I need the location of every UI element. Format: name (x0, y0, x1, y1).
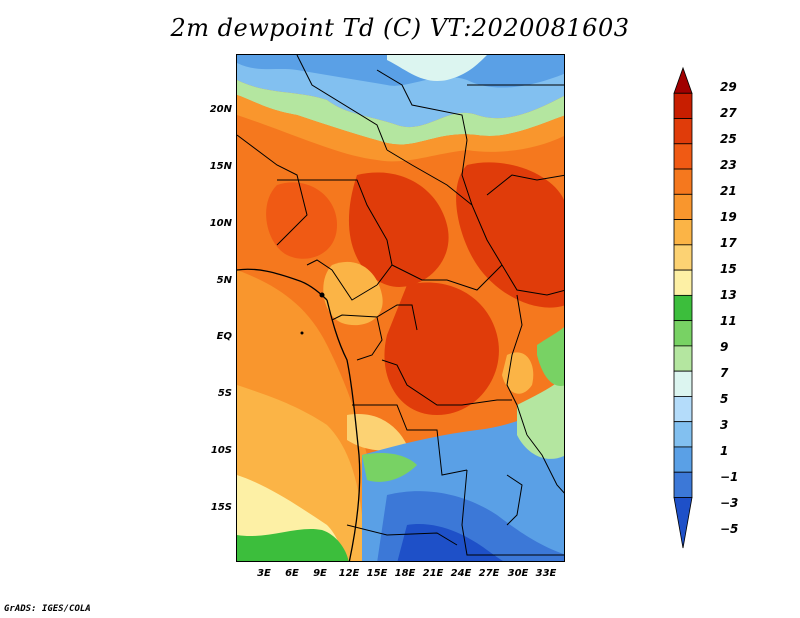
colorbar-segment (673, 345, 693, 372)
lon-label-15e: 15E (366, 568, 388, 579)
lon-label-6e: 6E (285, 568, 299, 579)
colorbar-label-9: 9 (720, 340, 729, 354)
colorbar-segment (673, 446, 693, 473)
colorbar-label-5: 5 (720, 392, 729, 406)
colorbar-label-23: 23 (720, 158, 737, 172)
lon-label-18e: 18E (394, 568, 416, 579)
lon-label-27e: 27E (478, 568, 500, 579)
grads-credit: GrADS: IGES/COLA (4, 604, 91, 614)
colorbar-segment (673, 143, 693, 170)
colorbar-label-19: 19 (720, 210, 737, 224)
colorbar-label-27: 27 (720, 106, 737, 120)
colorbar-label-15: 15 (720, 262, 737, 276)
colorbar-label-29: 29 (720, 80, 737, 94)
colorbar-label-21: 21 (720, 184, 737, 198)
colorbar-segment (673, 421, 693, 448)
colorbar-segment (673, 396, 693, 423)
lon-label-24e: 24E (450, 568, 472, 579)
lat-label-5n: 5N (216, 275, 232, 286)
colorbar-segment (673, 168, 693, 195)
colorbar-label-minus5: −5 (720, 522, 739, 536)
colorbar-label-17: 17 (720, 236, 737, 250)
chart-title: 2m dewpoint Td (C) VT:2020081603 (170, 14, 630, 42)
colorbar-segment (673, 118, 693, 145)
lat-label-10n: 10N (209, 218, 232, 229)
lon-label-12e: 12E (338, 568, 360, 579)
lon-label-30e: 30E (507, 568, 529, 579)
colorbar-label-7: 7 (720, 366, 729, 380)
colorbar-label-1: 1 (720, 444, 729, 458)
lon-label-33e: 33E (535, 568, 557, 579)
colorbar-segment (673, 219, 693, 246)
lon-label-3e: 3E (257, 568, 271, 579)
colorbar-label-13: 13 (720, 288, 737, 302)
map-frame (236, 54, 565, 562)
lat-label-15n: 15N (209, 161, 232, 172)
colorbar-segment (673, 244, 693, 271)
lat-label-15s: 15S (210, 502, 232, 513)
colorbar-label-minus3: −3 (720, 496, 739, 510)
lat-label-eq: EQ (216, 331, 232, 342)
colorbar-label-3: 3 (720, 418, 729, 432)
lat-label-10s: 10S (210, 445, 232, 456)
colorbar-segment (673, 294, 693, 322)
colorbar-segment (673, 471, 693, 498)
colorbar-top-arrow (673, 66, 693, 94)
colorbar (673, 66, 693, 549)
colorbar-label-25: 25 (720, 132, 737, 146)
dewpoint-map (237, 55, 564, 561)
lon-label-9e: 9E (313, 568, 327, 579)
colorbar-bottom-arrow (673, 497, 693, 549)
colorbar-segment (673, 320, 693, 347)
lon-label-21e: 21E (422, 568, 444, 579)
colorbar-segment (673, 370, 693, 397)
colorbar-segment (673, 92, 693, 119)
lat-label-20n: 20N (209, 104, 232, 115)
colorbar-label-11: 11 (720, 314, 737, 328)
colorbar-segment (673, 269, 693, 296)
colorbar-segment (673, 193, 693, 220)
lat-label-5s: 5S (217, 388, 232, 399)
colorbar-label-minus1: −1 (720, 470, 739, 484)
